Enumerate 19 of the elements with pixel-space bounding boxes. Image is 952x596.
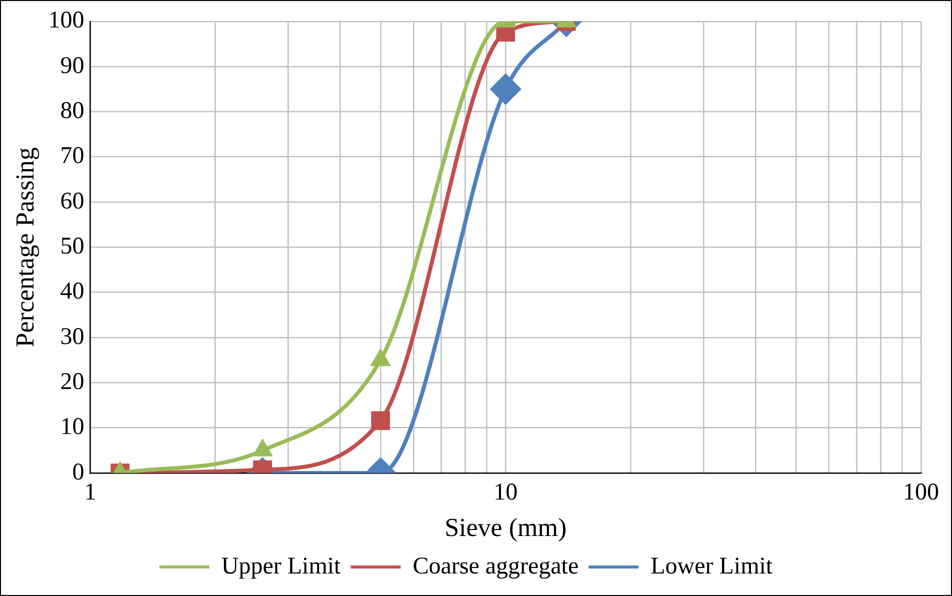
x-tick-label: 1 (84, 480, 96, 506)
y-tick-label: 50 (60, 233, 84, 260)
y-tick-label: 0 (72, 459, 84, 486)
y-tick-label: 60 (60, 188, 84, 214)
x-axis-title: Sieve (mm) (444, 513, 567, 542)
y-tick-label: 30 (60, 324, 84, 350)
legend-label: Lower Limit (650, 553, 773, 580)
y-tick-label: 80 (60, 98, 84, 124)
y-tick-label: 90 (60, 52, 84, 79)
y-tick-label: 100 (48, 8, 84, 34)
x-tick-label: 10 (494, 480, 518, 506)
y-axis-title: Percentage Passing (10, 147, 40, 348)
y-tick-label: 20 (60, 368, 84, 395)
x-tick-label: 100 (903, 480, 939, 506)
y-tick-label: 70 (60, 143, 84, 170)
y-tick-label: 40 (60, 278, 84, 305)
legend-label: Upper Limit (221, 553, 342, 580)
y-tick-label: 10 (60, 414, 84, 440)
legend-label: Coarse aggregate (412, 553, 579, 580)
